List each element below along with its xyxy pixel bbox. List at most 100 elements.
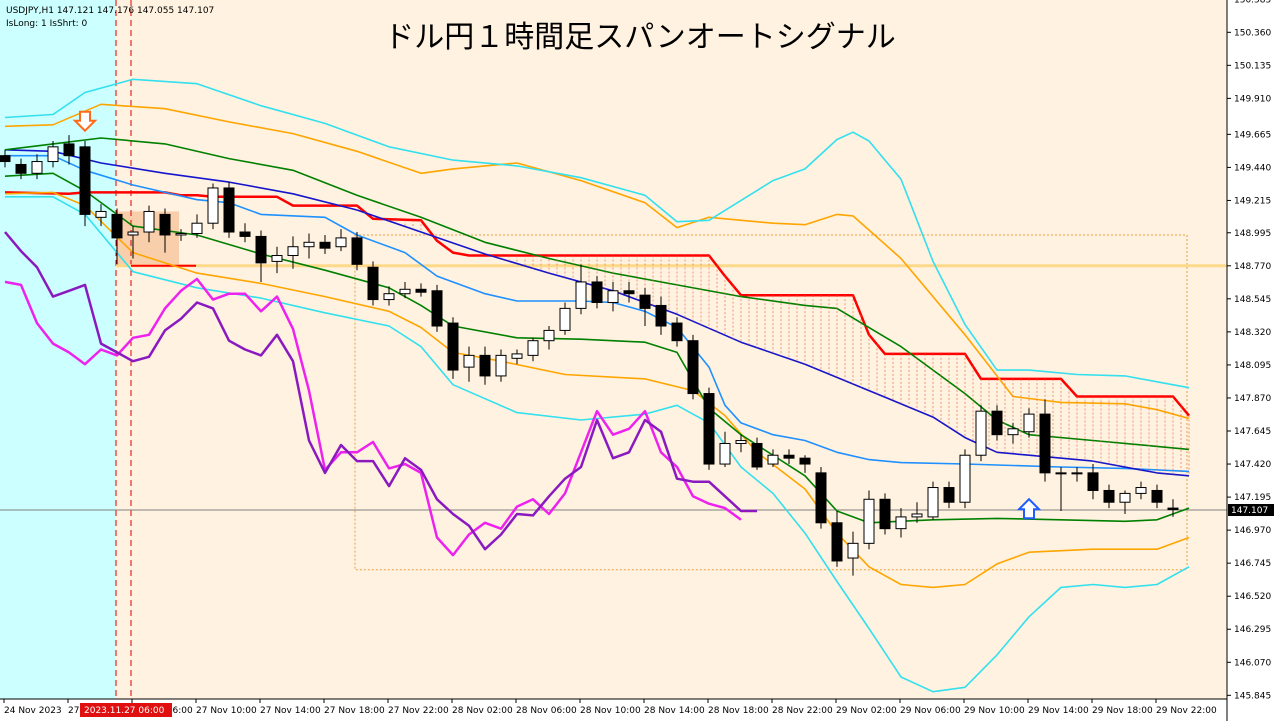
y-tick-label: 148.095: [1234, 361, 1271, 371]
candle-28: [447, 317, 459, 379]
symbol-info: USDJPY,H1 147.121 147.176 147.055 147.10…: [6, 6, 214, 16]
candle-body: [79, 146, 91, 215]
candle-body: [783, 454, 795, 459]
background-peach-zone: [116, 0, 1227, 699]
candle-body: [271, 255, 283, 262]
x-tick-label: 27 Nov 10:00: [196, 706, 257, 716]
candle-body: [431, 290, 443, 327]
candle-72: [1151, 484, 1163, 509]
x-tick-label: 29 Nov 22:00: [1156, 706, 1217, 716]
candle-body: [879, 498, 891, 530]
candle-body: [207, 187, 219, 224]
candle-56: [895, 508, 907, 538]
candle-66: [1055, 466, 1067, 512]
candle-body: [991, 410, 1003, 436]
time-marker-tag: [80, 703, 172, 717]
y-tick-label: 146.970: [1234, 526, 1271, 536]
candle-51: [815, 466, 827, 529]
candle-1: [15, 158, 27, 180]
candle-53: [847, 531, 859, 576]
y-tick-label: 149.440: [1234, 163, 1271, 173]
candle-21: [335, 229, 347, 252]
x-tick-label: 27 Nov 22:00: [388, 706, 449, 716]
candle-body: [831, 522, 843, 562]
candle-body: [287, 246, 299, 257]
candle-15: [239, 223, 251, 243]
candle-48: [767, 449, 779, 467]
series-line-9: [4, 277, 742, 557]
candle-37: [591, 276, 603, 309]
candle-body: [383, 293, 395, 301]
candle-body: [687, 340, 699, 395]
candle-body: [111, 213, 123, 239]
candle-54: [863, 490, 875, 550]
x-tick-label: 29 Nov 14:00: [1028, 706, 1089, 716]
candle-52: [831, 511, 843, 567]
candle-body: [95, 210, 107, 218]
candle-body: [943, 487, 955, 503]
current-price-tag: [1228, 504, 1274, 517]
candle-body: [767, 454, 779, 465]
candle-19: [303, 233, 315, 259]
candle-13: [207, 183, 219, 230]
candle-59: [943, 481, 955, 509]
candle-50: [799, 455, 811, 473]
candle-body: [1039, 413, 1051, 474]
candle-18: [287, 236, 299, 269]
candle-body: [911, 513, 923, 518]
candle-6: [95, 204, 107, 227]
y-tick-label: 147.645: [1234, 427, 1271, 437]
candle-body: [399, 288, 411, 295]
candle-body: [1135, 487, 1147, 494]
candle-body: [543, 329, 555, 342]
candle-body: [1103, 489, 1115, 503]
y-tick-label: 149.215: [1234, 196, 1271, 206]
y-tick-label: 145.845: [1234, 691, 1271, 701]
y-tick-label: 147.195: [1234, 493, 1271, 503]
time-marker-label: 2023.11.27 06:00: [84, 706, 165, 716]
candle-body: [607, 290, 619, 304]
x-tick-label: 28 Nov 14:00: [644, 706, 705, 716]
candle-body: [335, 237, 347, 248]
y-tick-label: 148.320: [1234, 328, 1271, 338]
candle-body: [863, 498, 875, 544]
candle-71: [1135, 481, 1147, 500]
candle-body: [559, 307, 571, 331]
candle-41: [655, 296, 667, 335]
series-line-7: [4, 78, 1190, 389]
x-tick-label: 28 Nov 22:00: [772, 706, 833, 716]
candle-57: [911, 502, 923, 523]
candle-body: [671, 322, 683, 342]
y-tick-label: 147.420: [1234, 460, 1271, 470]
candle-42: [671, 317, 683, 347]
candle-20: [319, 234, 331, 255]
candle-40: [639, 287, 651, 327]
candle-body: [527, 340, 539, 356]
y-tick-label: 148.545: [1234, 295, 1271, 305]
y-tick-label: 150.360: [1234, 28, 1271, 38]
candle-body: [367, 266, 379, 301]
candle-body: [1119, 492, 1131, 503]
candle-67: [1071, 466, 1083, 482]
candle-58: [927, 481, 939, 520]
current-price-label: 147.107: [1231, 506, 1268, 516]
candle-14: [223, 182, 235, 238]
candle-body: [895, 516, 907, 530]
candle-55: [879, 493, 891, 535]
candle-body: [1071, 472, 1083, 475]
candle-61: [975, 405, 987, 462]
candle-4: [63, 135, 75, 165]
x-tick-label: 28 Nov 18:00: [708, 706, 769, 716]
candle-27: [431, 284, 443, 332]
x-tick-label: 28 Nov 10:00: [580, 706, 641, 716]
candle-body: [159, 213, 171, 236]
candle-body: [255, 235, 267, 264]
candle-73: [1167, 499, 1179, 517]
candle-62: [991, 405, 1003, 441]
candle-body: [1167, 507, 1179, 511]
candle-body: [127, 231, 139, 236]
buy-arrow-icon: [1016, 497, 1042, 520]
candle-8: [127, 226, 139, 259]
